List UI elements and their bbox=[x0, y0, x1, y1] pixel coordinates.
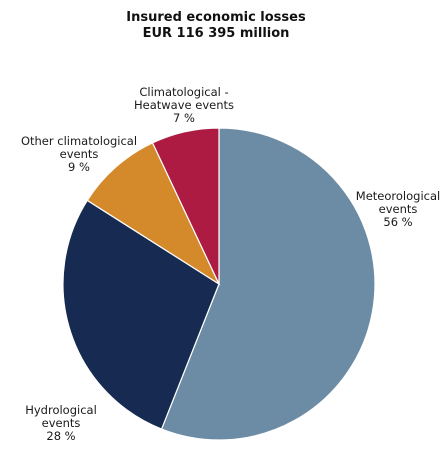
pie-slice-meteorological bbox=[160, 127, 376, 441]
slice-labels: Meteorological events 56 % Hydrological even… bbox=[21, 85, 440, 443]
pie-slices bbox=[62, 127, 376, 441]
pie-slice-heatwave bbox=[151, 127, 220, 285]
chart-subtitle: EUR 116 395 million bbox=[143, 26, 290, 41]
pie-slice-hydrological bbox=[62, 199, 220, 430]
slice-label-other-climatological: Other climatological events 9 % bbox=[21, 134, 137, 174]
slice-label-heatwave: Climatological -Heatwave events 7 % bbox=[134, 85, 234, 125]
pie-slice-other-climatological bbox=[86, 142, 221, 286]
chart-title: Insured economic losses bbox=[126, 10, 306, 25]
slice-label-meteorological: Meteorological events 56 % bbox=[356, 189, 440, 229]
slice-label-hydrological: Hydrological events 28 % bbox=[25, 403, 97, 443]
